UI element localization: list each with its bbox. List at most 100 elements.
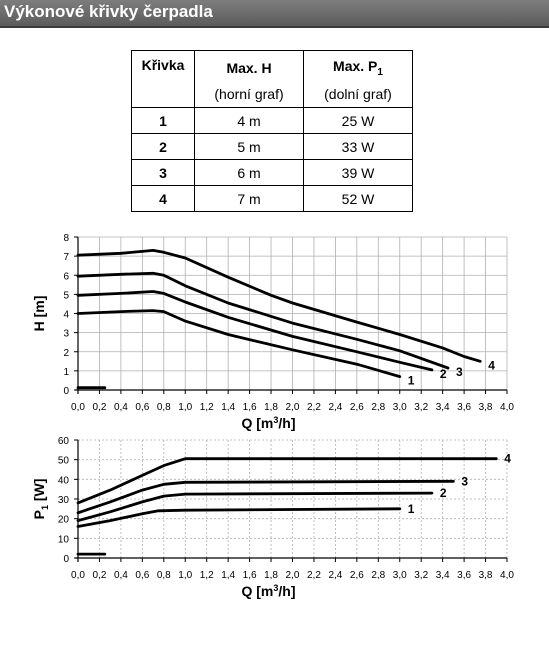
cell-max-p: 25 W [303,107,413,134]
y-tick-label: 5 [63,290,69,301]
x-tick-label: 3,0 [393,570,407,581]
series-label-3: 3 [456,365,463,379]
x-tick-label: 1,6 [243,570,257,581]
x-tick-label: 2,6 [350,402,364,413]
x-tick-label: 2,4 [328,402,342,413]
x-tick-label: 0,4 [114,570,128,581]
y-tick-label: 30 [58,495,70,506]
x-tick-label: 1,6 [243,402,257,413]
y-tick-label: 6 [63,271,69,282]
y-tick-label: 1 [63,367,69,378]
series-label-1: 1 [408,374,415,388]
y-tick-label: 60 [58,436,70,447]
x-tick-label: 0,6 [135,402,149,413]
y-tick-label: 40 [58,475,70,486]
x-tick-label: 2,4 [328,570,342,581]
x-tick-label: 2,0 [286,402,300,413]
curve-table: Křivka Max. H Max. P1 (horní graf) (doln… [131,50,413,212]
x-tick-label: 2,6 [350,570,364,581]
y-tick-label: 3 [63,329,69,340]
table-row: 4 7 m 52 W [131,185,413,212]
series-label-3: 3 [461,474,468,488]
x-tick-label: 3,4 [436,570,450,581]
x-tick-label: 4,0 [500,402,514,413]
x-tick-label: 1,8 [264,570,278,581]
table-row: 3 6 m 39 W [131,159,413,186]
x-tick-label: 3,2 [414,402,428,413]
cell-max-h: 6 m [194,159,304,186]
col-header-curve: Křivka [131,50,195,108]
x-tick-label: 3,0 [393,402,407,413]
series-label-1: 1 [408,502,415,516]
y-tick-label: 0 [63,554,69,565]
cell-max-h: 5 m [194,133,304,160]
x-tick-label: 3,6 [457,570,471,581]
x-tick-label: 1,4 [221,570,235,581]
col-header-max-p: Max. P1 [303,50,413,81]
x-tick-label: 0,0 [71,402,85,413]
x-tick-label: 2,2 [307,570,321,581]
x-tick-label: 2,0 [286,570,300,581]
header-divider [0,26,549,28]
x-tick-label: 0,6 [135,570,149,581]
x-tick-label: 1,2 [200,570,214,581]
cell-max-h: 7 m [194,185,304,212]
cell-max-p: 52 W [303,185,413,212]
col-subheader-max-h: (horní graf) [194,81,304,108]
series-line-1 [76,309,402,378]
x-tick-label: 1,8 [264,402,278,413]
cell-curve: 2 [131,133,195,160]
x-tick-label: 1,2 [200,402,214,413]
x-axis-title: Q [m3/h] [241,583,295,599]
series-line-1 [76,507,402,528]
y-tick-label: 20 [58,515,70,526]
y-axis-title: P1 [W] [31,479,50,520]
y-axis-title: H [m] [31,296,47,332]
x-tick-label: 2,8 [371,570,385,581]
y-tick-label: 0 [63,386,69,397]
y-tick-label: 7 [63,252,69,263]
x-tick-label: 0,8 [157,402,171,413]
cell-max-p: 39 W [303,159,413,186]
cell-curve: 1 [131,107,195,134]
x-tick-label: 3,4 [436,402,450,413]
cell-curve: 3 [131,159,195,186]
table-row: 2 5 m 33 W [131,133,413,160]
y-tick-label: 4 [63,310,69,321]
x-tick-label: 1,0 [178,570,192,581]
table-subheader-row: (horní graf) (dolní graf) [132,81,413,108]
y-tick-label: 2 [63,348,69,359]
series-line-4 [76,249,482,363]
col-header-max-p-main: Max. P [333,58,378,75]
x-tick-label: 0,8 [157,570,171,581]
x-tick-label: 2,2 [307,402,321,413]
col-header-max-p-subscript: 1 [377,66,383,78]
cell-max-h: 4 m [194,107,304,134]
series-line-3 [76,479,455,515]
x-tick-label: 3,8 [479,570,493,581]
table-row: 1 4 m 25 W [131,107,413,134]
x-tick-label: 2,8 [371,402,385,413]
x-tick-label: 4,0 [500,570,514,581]
x-axis-title: Q [m3/h] [241,415,295,431]
series-line-2 [76,290,434,372]
cell-curve: 4 [131,185,195,212]
series-line-4 [76,457,498,505]
x-tick-label: 3,2 [414,570,428,581]
series-label-2: 2 [440,367,447,381]
x-tick-label: 0,2 [92,402,106,413]
x-tick-label: 1,4 [221,402,235,413]
x-tick-label: 1,0 [178,402,192,413]
table-header-row: Křivka Max. H Max. P1 [131,50,413,108]
x-tick-label: 3,8 [479,402,493,413]
series-line-2 [76,491,434,522]
page-header: Výkonové křivky čerpadla [0,0,549,26]
x-tick-label: 0,2 [92,570,106,581]
series-label-2: 2 [440,486,447,500]
x-tick-label: 3,6 [457,402,471,413]
y-tick-label: 8 [63,233,69,244]
x-tick-label: 0,4 [114,402,128,413]
series-label-4: 4 [504,452,511,466]
page-title: Výkonové křivky čerpadla [4,2,213,21]
col-subheader-max-p: (dolní graf) [303,81,413,108]
